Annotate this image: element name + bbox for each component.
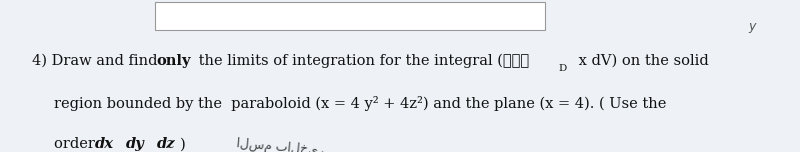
- Text: D: D: [558, 64, 566, 73]
- Bar: [155, 2, 545, 30]
- Text: dy: dy: [126, 137, 144, 151]
- Text: the limits of integration for the integral (∯∯∯: the limits of integration for the integr…: [194, 54, 530, 68]
- Text: ): ): [180, 137, 186, 151]
- Text: x dV) on the solid: x dV) on the solid: [574, 54, 709, 68]
- Text: السم بالخير: السم بالخير: [236, 137, 325, 152]
- Text: y: y: [748, 20, 755, 33]
- Text: order: order: [54, 137, 100, 151]
- Text: dz: dz: [157, 137, 175, 151]
- Text: dx: dx: [94, 137, 114, 151]
- Text: region bounded by the  paraboloid (x = 4 y² + 4z²) and the plane (x = 4). ( Use : region bounded by the paraboloid (x = 4 …: [54, 96, 666, 111]
- Text: 4) Draw and find: 4) Draw and find: [32, 54, 162, 68]
- Text: only: only: [156, 54, 190, 68]
